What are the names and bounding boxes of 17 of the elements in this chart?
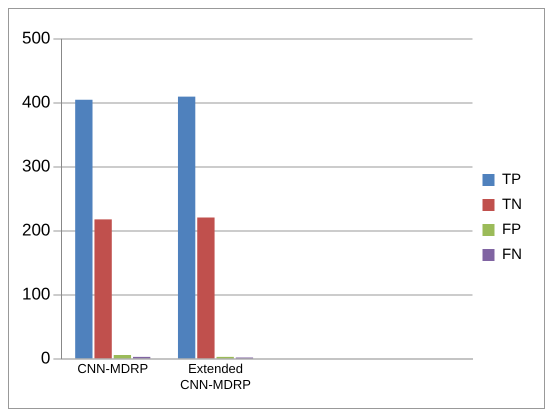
y-tick-label: 200	[22, 220, 50, 240]
legend-label: TP	[502, 171, 522, 188]
bar	[178, 96, 196, 358]
x-tick-label: CNN-MDRP	[77, 361, 148, 376]
legend-label: FP	[502, 221, 522, 238]
y-tick-label: 0	[40, 348, 50, 368]
legend-label: FN	[502, 246, 522, 264]
legend-label: TN	[502, 196, 522, 214]
y-tick-label: 500	[22, 28, 50, 48]
y-tick-label: 400	[22, 92, 50, 112]
bar	[197, 217, 215, 358]
y-tick-label: 300	[22, 156, 50, 176]
bar	[114, 354, 132, 358]
x-tick-label: Extended CNN-MDRP	[180, 361, 251, 392]
bar	[94, 219, 112, 358]
y-tick-label: 100	[22, 284, 50, 304]
bar	[75, 100, 93, 358]
